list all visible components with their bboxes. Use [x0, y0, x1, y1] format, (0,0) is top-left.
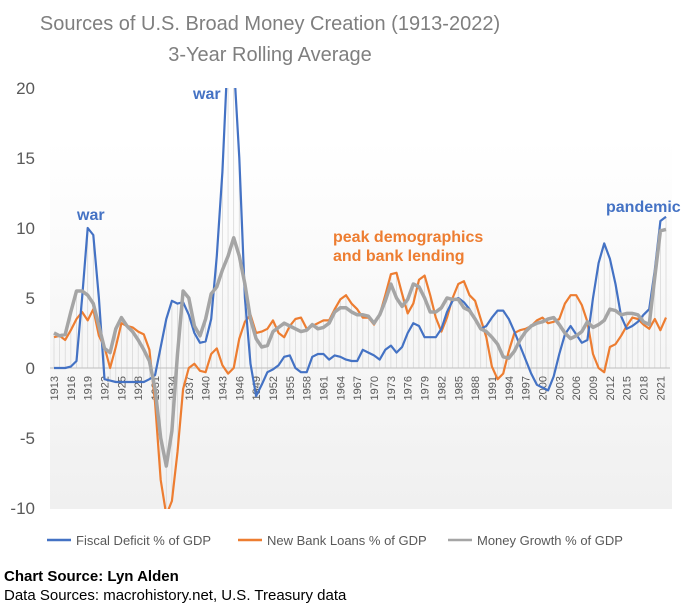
x-tick-label: 1973	[386, 376, 398, 400]
x-tick-label: 1997	[521, 376, 533, 400]
x-tick-label: 1982	[436, 376, 448, 400]
x-tick-label: 2003	[554, 376, 566, 400]
annotation-label: pandemic	[606, 199, 681, 216]
x-tick-label: 1946	[234, 376, 246, 400]
x-tick-label: 2012	[605, 376, 617, 400]
x-tick-label: 1967	[352, 376, 364, 400]
series-line-money-growth-of-gdp	[53, 227, 667, 468]
x-tick-label: 1970	[369, 376, 381, 400]
x-tick-label: 1976	[403, 376, 415, 400]
x-tick-label: 1913	[49, 376, 61, 400]
series-line-fiscal-deficit-of-gdp	[54, 88, 667, 398]
line-chart: Sources of U.S. Broad Money Creation (19…	[10, 13, 681, 548]
x-tick-label: 1958	[302, 376, 314, 400]
annotation-label: peak demographics	[333, 229, 483, 246]
chart-subtitle: 3-Year Rolling Average	[168, 44, 371, 66]
x-tick-label: 2006	[571, 376, 583, 400]
x-tick-label: 1994	[504, 376, 516, 400]
annotation-label: war	[192, 86, 221, 103]
y-tick-label: -10	[10, 499, 35, 518]
legend-label: Fiscal Deficit % of GDP	[76, 533, 211, 548]
y-tick-label: 10	[16, 219, 35, 238]
x-tick-label: 1952	[268, 376, 280, 400]
x-tick-label: 1940	[201, 376, 213, 400]
x-tick-label: 1937	[184, 376, 196, 400]
x-tick-label: 1955	[285, 376, 297, 400]
legend-label: Money Growth % of GDP	[477, 533, 623, 548]
x-tick-label: 1928	[133, 376, 145, 400]
y-tick-label: 0	[26, 359, 35, 378]
legend-label: New Bank Loans % of GDP	[267, 533, 427, 548]
x-tick-label: 1922	[100, 376, 112, 400]
chart-title: Sources of U.S. Broad Money Creation (19…	[40, 13, 500, 35]
x-tick-label: 1925	[116, 376, 128, 400]
annotation-label: war	[76, 207, 105, 224]
x-tick-label: 2015	[622, 376, 634, 400]
x-tick-label: 1964	[335, 376, 347, 400]
y-tick-label: 15	[16, 149, 35, 168]
x-tick-label: 1991	[487, 376, 499, 400]
x-tick-label: 1988	[470, 376, 482, 400]
y-tick-label: 5	[26, 289, 35, 308]
y-tick-label: -5	[20, 429, 35, 448]
x-tick-label: 1985	[453, 376, 465, 400]
x-tick-label: 1961	[319, 376, 331, 400]
x-tick-label: 1979	[420, 376, 432, 400]
x-tick-label: 1919	[83, 376, 95, 400]
annotation-label: and bank lending	[333, 248, 465, 265]
x-tick-label: 2009	[588, 376, 600, 400]
chart-source: Chart Source: Lyn Alden	[4, 568, 179, 585]
x-tick-label: 2018	[639, 376, 651, 400]
x-tick-label: 1943	[217, 376, 229, 400]
y-tick-label: 20	[16, 79, 35, 98]
data-sources: Data Sources: macrohistory.net, U.S. Tre…	[4, 587, 347, 604]
x-tick-label: 1916	[66, 376, 78, 400]
x-tick-label: 2021	[655, 376, 667, 400]
plot-background	[50, 140, 672, 509]
